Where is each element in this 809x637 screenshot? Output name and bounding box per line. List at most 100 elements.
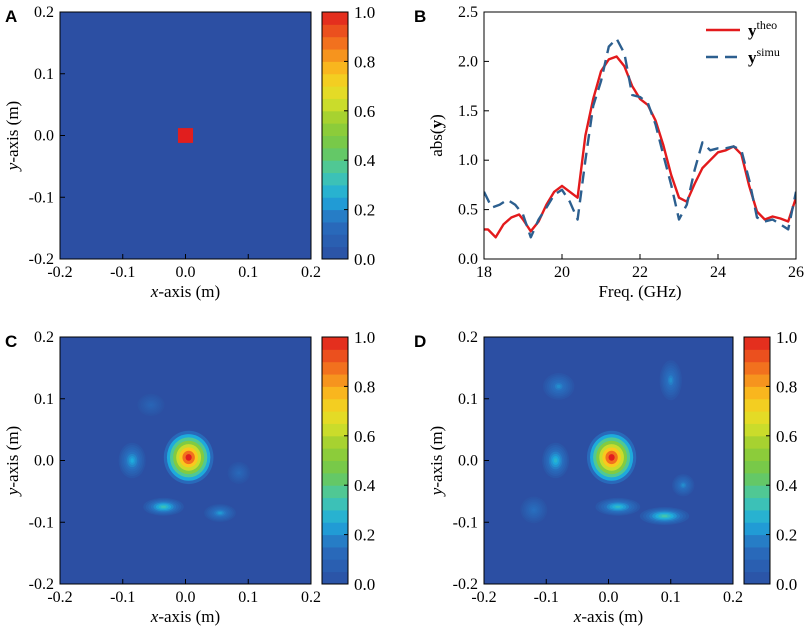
side-lobe-right-contour: [681, 483, 685, 487]
colorbar-tick-label: 0.0: [776, 575, 797, 594]
colorbar-segment: [322, 472, 348, 486]
side-lobe-upper-right: [659, 360, 682, 401]
x-axis-label-var: x: [150, 282, 159, 301]
x-tick-label: 0.1: [238, 589, 258, 606]
colorbar-segment: [322, 337, 348, 350]
colorbar-segment: [322, 209, 348, 223]
y-tick-label: -0.2: [29, 251, 54, 268]
y-tick-label: 0.0: [458, 453, 478, 470]
y-tick-label: 0.2: [458, 329, 478, 346]
side-lobe-bottom: [143, 497, 184, 516]
x-axis-label: x-axis (m): [150, 282, 220, 301]
heatmap-features: [118, 393, 251, 522]
series-group: [484, 37, 796, 239]
x-tick-label: -0.1: [534, 589, 559, 606]
x-tick-label: 0.2: [301, 589, 321, 606]
x-axis-label-rest: -axis (m): [581, 607, 643, 626]
x-tick-label: 0.2: [723, 589, 743, 606]
colorbar-segment: [322, 221, 348, 235]
y-axis-label-var: y: [427, 119, 446, 128]
x-tick-label: 0.2: [301, 264, 321, 281]
legend-label-theo: ytheo: [748, 18, 777, 40]
colorbar-tick-label: 0.0: [354, 250, 375, 269]
colorbar-frame: [321, 11, 349, 260]
y-axis-label-rest: -axis (m): [3, 101, 22, 163]
y-tick-label: 0.2: [34, 4, 54, 21]
x-tick-label: 0.0: [176, 589, 196, 606]
main-peak: [163, 430, 214, 485]
heatmap-features: [177, 128, 194, 143]
x-tick-label: 0.0: [599, 589, 619, 606]
colorbar-segment: [322, 349, 348, 363]
main-peak-contour: [608, 454, 615, 461]
colorbar-segment: [322, 172, 348, 186]
side-lobe-upper-right-contour: [669, 377, 673, 383]
x-axis-label: x-axis (m): [573, 607, 643, 626]
panel-letter-C: C: [5, 332, 17, 351]
x-tick-label: 24: [710, 264, 726, 281]
colorbar-segment: [744, 559, 770, 573]
colorbar-segment: [744, 398, 770, 412]
colorbar-A: 0.0 0.2 0.4 0.6 0.8 1.0: [321, 3, 376, 269]
y-axis-label-rest: -axis (m): [427, 426, 446, 488]
colorbar-segment: [322, 460, 348, 474]
x-tick-label: 20: [554, 264, 570, 281]
heatmap-panel-C: [59, 336, 312, 585]
colorbar-segment: [322, 110, 348, 124]
colorbar-segment: [322, 546, 348, 560]
side-lobe-upper-left-contour: [149, 403, 153, 407]
panel-letter-A: A: [5, 7, 17, 26]
colorbar-segment: [322, 135, 348, 149]
legend-label-base: y: [748, 21, 757, 40]
series-line-theo: [484, 55, 796, 239]
colorbar-segment: [322, 197, 348, 211]
side-lobe-bottom: [595, 497, 641, 516]
y-axis-label-var: y: [427, 487, 446, 497]
x-axis-label-rest: -axis (m): [158, 607, 220, 626]
side-lobe-right: [671, 474, 695, 497]
x-tick-label: -0.2: [471, 589, 496, 606]
y-axis-label-post: ): [427, 114, 446, 120]
colorbar-segment: [322, 435, 348, 449]
x-tick-label: -0.2: [47, 589, 72, 606]
colorbar-segment: [744, 411, 770, 424]
y-axis-label: y-axis (m): [3, 101, 22, 172]
colorbar-segment: [744, 460, 770, 474]
legend-label-base: y: [748, 48, 757, 67]
x-tick-label: 22: [632, 264, 648, 281]
colorbar-segment: [322, 12, 348, 25]
colorbar-tick-label: 1.0: [776, 328, 797, 347]
y-tick-label: 0.0: [34, 128, 54, 145]
colorbar-segment: [322, 49, 348, 62]
colorbar-tick-label: 0.2: [354, 201, 375, 220]
side-lobe-left: [542, 442, 570, 479]
panel-letter-B: B: [414, 7, 426, 26]
side-lobe-upper-left: [137, 393, 165, 417]
colorbar-segment: [322, 73, 348, 87]
colorbar-segment: [744, 423, 770, 437]
heatmap-features: [520, 360, 695, 525]
y-axis-label-pre: abs(: [427, 128, 446, 157]
colorbar-frame: [743, 336, 771, 585]
x-tick-label: 0.1: [238, 264, 258, 281]
colorbar-segment: [322, 234, 348, 248]
colorbar-segment: [744, 571, 770, 585]
x-tick-label: 26: [788, 264, 804, 281]
side-lobe-right-contour: [237, 471, 241, 475]
colorbar-segment: [322, 36, 348, 50]
y-tick-label: 0.1: [34, 66, 54, 83]
colorbar-tick-label: 1.0: [354, 328, 375, 347]
colorbar-segment: [744, 522, 770, 536]
colorbar-tick-label: 0.4: [354, 151, 376, 170]
colorbar-segment: [322, 448, 348, 461]
side-lobe-left-contour: [553, 458, 558, 463]
colorbar-tick-label: 0.6: [776, 427, 797, 446]
colorbar-tick-label: 1.0: [354, 3, 375, 22]
x-axis-label-rest: -axis (m): [158, 282, 220, 301]
colorbar-segment: [322, 497, 348, 511]
colorbar-frame: [321, 336, 349, 585]
y-tick-label: -0.1: [29, 189, 54, 206]
colorbar-segment: [322, 398, 348, 412]
